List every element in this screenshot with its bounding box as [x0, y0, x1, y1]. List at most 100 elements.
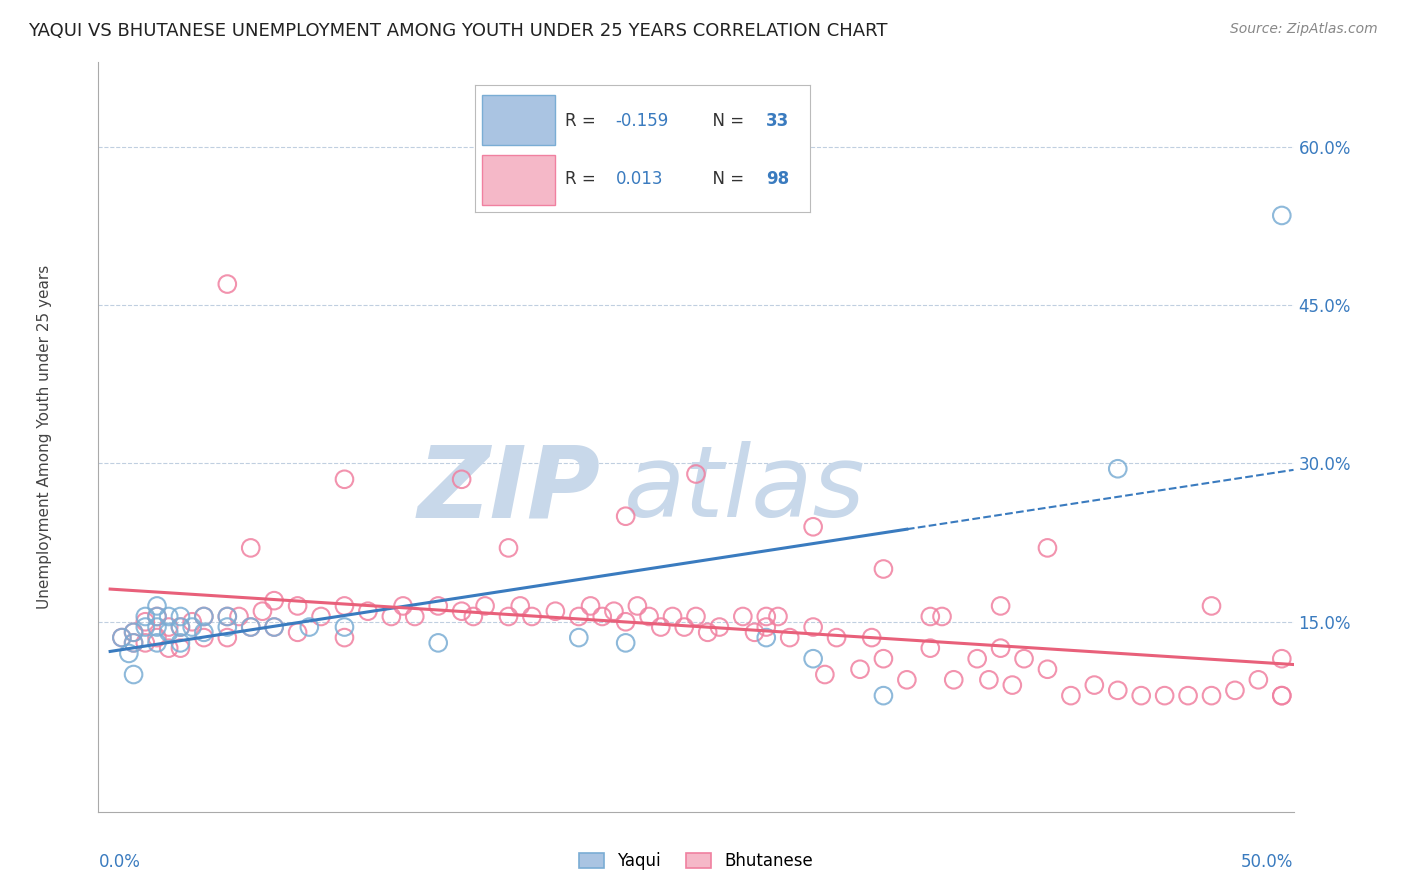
Point [1060, 689, 1083, 703]
Point [134, 609, 156, 624]
Point [942, 673, 965, 687]
Point [696, 625, 718, 640]
Point [1271, 689, 1294, 703]
Point [814, 667, 837, 681]
Point [333, 620, 356, 634]
Point [122, 636, 145, 650]
Point [650, 620, 672, 634]
Point [193, 625, 215, 640]
Point [801, 651, 824, 665]
Point [217, 609, 239, 624]
Point [228, 609, 250, 624]
Point [157, 625, 180, 640]
Point [920, 641, 942, 656]
Point [685, 467, 707, 481]
Point [872, 562, 894, 576]
Point [779, 631, 801, 645]
Point [731, 609, 754, 624]
Point [169, 641, 191, 656]
Point [1223, 683, 1246, 698]
Point [111, 631, 134, 645]
Point [1001, 678, 1024, 692]
Point [474, 599, 496, 613]
Point [1271, 209, 1294, 223]
Point [591, 609, 613, 624]
Point [169, 620, 191, 634]
Point [263, 593, 285, 607]
Point [755, 631, 778, 645]
Point [287, 599, 309, 613]
Point [755, 609, 778, 624]
Point [872, 651, 894, 665]
Point [1201, 599, 1223, 613]
Point [1177, 689, 1199, 703]
Point [1036, 662, 1059, 676]
Text: Unemployment Among Youth under 25 years: Unemployment Among Youth under 25 years [37, 265, 52, 609]
Point [118, 647, 141, 661]
Point [239, 620, 262, 634]
Point [603, 604, 626, 618]
Point [380, 609, 402, 624]
Point [217, 277, 239, 291]
Point [157, 641, 180, 656]
Point [169, 620, 191, 634]
Legend: Yaqui, Bhutanese: Yaqui, Bhutanese [571, 844, 821, 879]
Point [1153, 689, 1175, 703]
Point [849, 662, 872, 676]
Point [568, 631, 591, 645]
Point [661, 609, 683, 624]
Point [1247, 673, 1270, 687]
Point [638, 609, 661, 624]
Point [239, 620, 262, 634]
Point [931, 609, 953, 624]
Text: Source: ZipAtlas.com: Source: ZipAtlas.com [1230, 22, 1378, 37]
Point [450, 604, 472, 618]
Point [755, 620, 778, 634]
Point [193, 609, 215, 624]
Point [1271, 651, 1294, 665]
Point [146, 631, 169, 645]
Point [1107, 683, 1129, 698]
Point [509, 599, 531, 613]
Point [146, 636, 169, 650]
Point [333, 599, 356, 613]
Point [193, 609, 215, 624]
Point [673, 620, 696, 634]
Point [766, 609, 789, 624]
Point [263, 620, 285, 634]
Point [169, 636, 191, 650]
Point [217, 631, 239, 645]
Point [990, 641, 1012, 656]
Text: YAQUI VS BHUTANESE UNEMPLOYMENT AMONG YOUTH UNDER 25 YEARS CORRELATION CHART: YAQUI VS BHUTANESE UNEMPLOYMENT AMONG YO… [28, 22, 887, 40]
Point [614, 615, 637, 629]
Point [896, 673, 918, 687]
Point [157, 609, 180, 624]
Point [134, 620, 156, 634]
Point [801, 520, 824, 534]
Point [287, 625, 309, 640]
Point [626, 599, 648, 613]
Point [134, 615, 156, 629]
Point [298, 620, 321, 634]
Point [872, 689, 894, 703]
Point [427, 636, 450, 650]
Point [920, 609, 942, 624]
Point [498, 541, 520, 555]
Point [252, 604, 274, 618]
Point [217, 609, 239, 624]
Point [1012, 651, 1035, 665]
Point [1036, 541, 1059, 555]
Point [146, 609, 169, 624]
Point [122, 636, 145, 650]
Point [134, 636, 156, 650]
Point [122, 667, 145, 681]
Point [1083, 678, 1105, 692]
Point [801, 620, 824, 634]
Point [463, 609, 485, 624]
Point [1107, 461, 1129, 475]
Text: 50.0%: 50.0% [1241, 853, 1294, 871]
Point [990, 599, 1012, 613]
Point [685, 609, 707, 624]
Point [146, 609, 169, 624]
Point [146, 599, 169, 613]
